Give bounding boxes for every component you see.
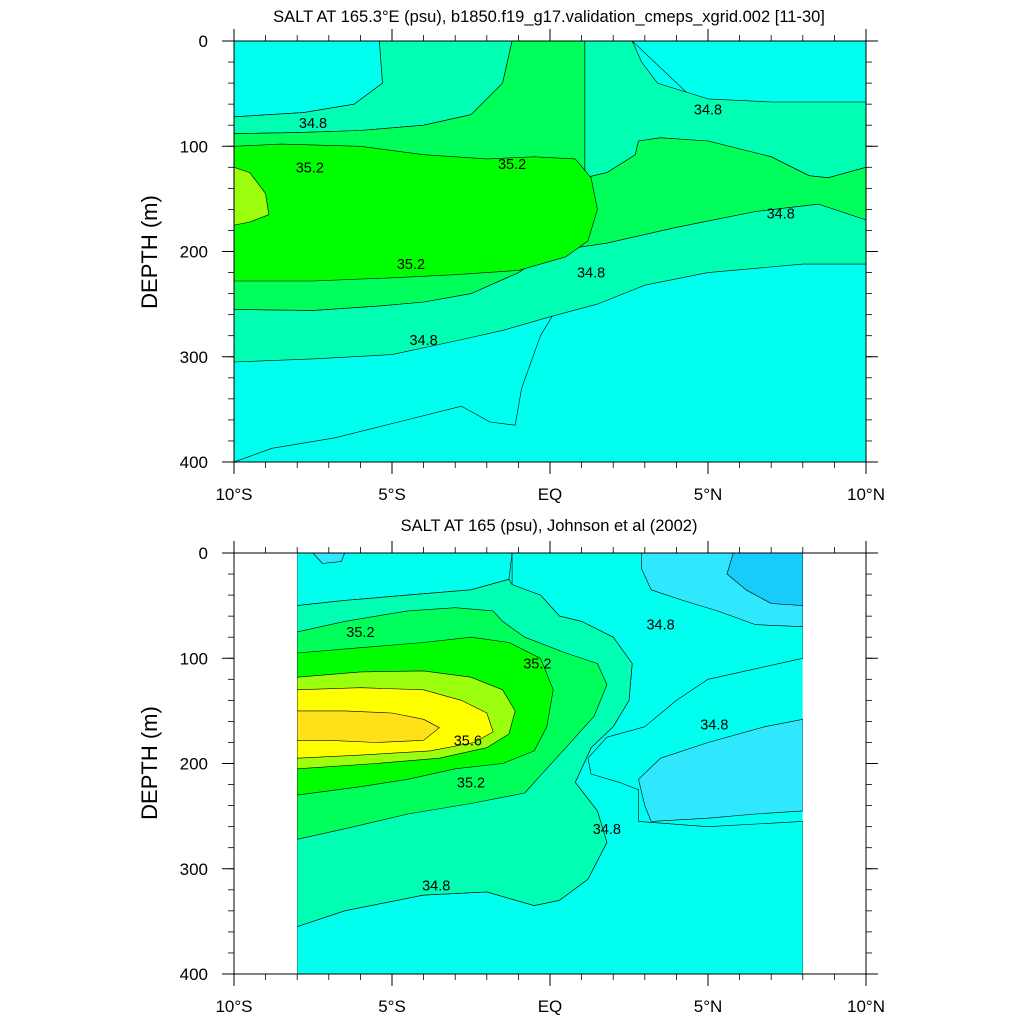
y-tick-label: 100: [180, 137, 208, 156]
contour-label-3: 35.2: [457, 775, 485, 791]
contour-label-0: 34.8: [299, 116, 327, 132]
contour-label-6: 34.8: [593, 822, 621, 838]
x-tick-label: 5°N: [694, 997, 723, 1016]
top-panel-y-axis-label: DEPTH (m): [137, 195, 162, 309]
x-tick-label: 5°S: [378, 485, 406, 504]
contour-label-2: 35.2: [498, 157, 526, 173]
contour-label-5: 34.8: [577, 266, 605, 282]
y-tick-label: 200: [180, 243, 208, 262]
x-tick-label: 10°N: [847, 997, 885, 1016]
contour-region-5: [312, 553, 345, 564]
contour-fills: [297, 553, 803, 974]
x-tick-label: EQ: [538, 997, 563, 1016]
contour-region-4: [726, 553, 803, 606]
contour-region-8: [234, 167, 270, 226]
y-tick-label: 200: [180, 755, 208, 774]
y-tick-label: 0: [199, 32, 208, 51]
bottom-panel-observations: SALT AT 165 (psu), Johnson et al (2002) …: [137, 517, 885, 1016]
y-tick-label: 300: [180, 860, 208, 879]
contour-label-1: 35.2: [523, 657, 551, 673]
contour-label-3: 34.8: [694, 102, 722, 118]
bottom-panel-title: SALT AT 165 (psu), Johnson et al (2002): [401, 517, 698, 535]
y-tick-label: 300: [180, 348, 208, 367]
y-tick-label: 400: [180, 453, 208, 472]
x-tick-label: 5°S: [378, 997, 406, 1016]
contour-label-5: 34.8: [700, 718, 728, 734]
contour-label-2: 35.6: [454, 733, 482, 749]
y-tick-label: 100: [180, 649, 208, 668]
contour-region-3: [638, 718, 803, 822]
contour-label-7: 34.8: [409, 333, 437, 349]
contour-label-7: 34.8: [422, 879, 450, 895]
y-tick-label: 400: [180, 965, 208, 984]
y-tick-label: 0: [199, 544, 208, 563]
contour-region-7: [234, 143, 598, 282]
top-panel-title: SALT AT 165.3°E (psu), b1850.f19_g17.val…: [273, 8, 825, 26]
x-tick-label: EQ: [538, 485, 563, 504]
contour-fills: [234, 41, 866, 462]
contour-label-4: 35.2: [397, 257, 425, 273]
contour-label-1: 35.2: [296, 160, 324, 176]
contour-label-0: 35.2: [346, 625, 374, 641]
contour-label-6: 34.8: [767, 207, 795, 223]
top-panel-model: SALT AT 165.3°E (psu), b1850.f19_g17.val…: [137, 8, 885, 504]
x-tick-label: 5°N: [694, 485, 723, 504]
x-tick-label: 10°S: [215, 485, 252, 504]
contour-label-4: 34.8: [646, 618, 674, 634]
contour-region-11: [297, 710, 440, 743]
x-tick-label: 10°N: [847, 485, 885, 504]
x-tick-label: 10°S: [215, 997, 252, 1016]
bottom-panel-y-axis-label: DEPTH (m): [137, 706, 162, 820]
